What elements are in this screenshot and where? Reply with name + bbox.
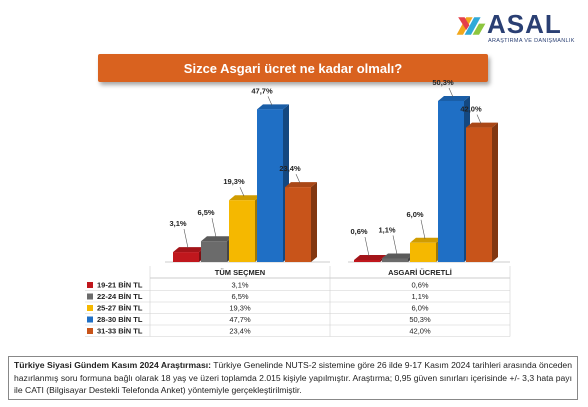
data-label: 0,6% bbox=[350, 227, 367, 236]
bar bbox=[229, 200, 255, 262]
table-header-tum-secmen: TÜM SEÇMEN bbox=[215, 268, 265, 277]
legend-label: 28-30 BİN TL bbox=[97, 315, 143, 324]
label-leader bbox=[392, 235, 398, 255]
bar bbox=[410, 242, 436, 262]
bar-chart: 3,1% 6,5% 19,3% 47,7% 23,4% 0,6% 1,1% 6,0% 50,3%… bbox=[85, 78, 511, 337]
data-label: 1,1% bbox=[378, 225, 395, 234]
bar-side bbox=[311, 182, 317, 262]
label-leader bbox=[295, 173, 301, 184]
bar-top bbox=[466, 122, 498, 128]
logo-subtitle: ARAŞTIRMA VE DANIŞMANLIK bbox=[488, 38, 575, 44]
legend-swatch bbox=[87, 282, 93, 288]
bar bbox=[201, 241, 227, 262]
table-value: 0,6% bbox=[411, 281, 428, 290]
bar-top bbox=[173, 247, 205, 253]
bar bbox=[257, 109, 283, 262]
legend-swatch bbox=[87, 293, 93, 300]
legend-label: 19-21 BİN TL bbox=[97, 281, 143, 290]
table-value: 6,0% bbox=[411, 304, 428, 313]
legend-label: 25-27 BİN TL bbox=[97, 304, 143, 313]
data-label: 50,3% bbox=[432, 78, 454, 87]
footer-bold: Türkiye Siyasi Gündem Kasım 2024 Araştır… bbox=[14, 360, 211, 370]
data-label: 6,5% bbox=[197, 208, 214, 217]
label-leader bbox=[364, 236, 370, 257]
bar-top bbox=[382, 253, 414, 259]
legend-swatch bbox=[87, 305, 93, 311]
bar-top bbox=[285, 182, 317, 188]
data-label: 19,3% bbox=[223, 177, 245, 186]
legend-label: 31-33 BİN TL bbox=[97, 327, 143, 336]
logo-name: ASAL bbox=[487, 9, 562, 39]
label-leader bbox=[267, 96, 273, 106]
data-label: 23,4% bbox=[279, 164, 301, 173]
table-value: 50,3% bbox=[409, 315, 431, 324]
table-value: 42,0% bbox=[409, 327, 431, 336]
bar bbox=[354, 260, 380, 262]
data-label: 47,7% bbox=[251, 86, 273, 95]
table-value: 3,1% bbox=[231, 281, 248, 290]
chart-title-banner: Sizce Asgari ücret ne kadar olmalı? bbox=[98, 54, 488, 82]
data-label: 42,0% bbox=[460, 105, 482, 114]
label-leader bbox=[211, 218, 217, 238]
bar bbox=[382, 258, 408, 262]
label-leader bbox=[448, 87, 454, 98]
label-leader bbox=[183, 229, 189, 249]
table-header-asgari-ucretli: ASGARİ ÜCRETLİ bbox=[388, 268, 452, 277]
bar bbox=[466, 127, 492, 263]
data-label: 3,1% bbox=[169, 219, 186, 228]
bar bbox=[173, 252, 199, 262]
footer-text: Türkiye Genelinde NUTS-2 sistemine göre … bbox=[14, 360, 572, 395]
bar-top bbox=[201, 236, 233, 242]
bar-top bbox=[410, 237, 442, 243]
bar-top bbox=[257, 104, 289, 110]
table-value: 19,3% bbox=[229, 304, 251, 313]
bar-top bbox=[438, 96, 470, 101]
asal-logo-icon bbox=[456, 17, 486, 35]
table-value: 23,4% bbox=[229, 327, 251, 336]
bar-top bbox=[229, 195, 261, 201]
label-leader bbox=[476, 114, 482, 124]
bar-side bbox=[492, 122, 498, 263]
label-leader bbox=[420, 219, 426, 239]
bar-top bbox=[354, 255, 386, 260]
bar bbox=[285, 187, 311, 262]
table-value: 47,7% bbox=[229, 315, 251, 324]
bar bbox=[438, 101, 464, 262]
label-leader bbox=[239, 187, 245, 197]
table-value: 1,1% bbox=[411, 292, 428, 301]
table-value: 6,5% bbox=[231, 292, 248, 301]
legend-label: 22-24 BİN TL bbox=[97, 292, 143, 301]
footer-note: Türkiye Siyasi Gündem Kasım 2024 Araştır… bbox=[8, 356, 578, 400]
data-label: 6,0% bbox=[406, 210, 423, 219]
chart-title: Sizce Asgari ücret ne kadar olmalı? bbox=[183, 60, 403, 76]
legend-swatch bbox=[87, 316, 93, 323]
legend-swatch bbox=[87, 328, 93, 334]
